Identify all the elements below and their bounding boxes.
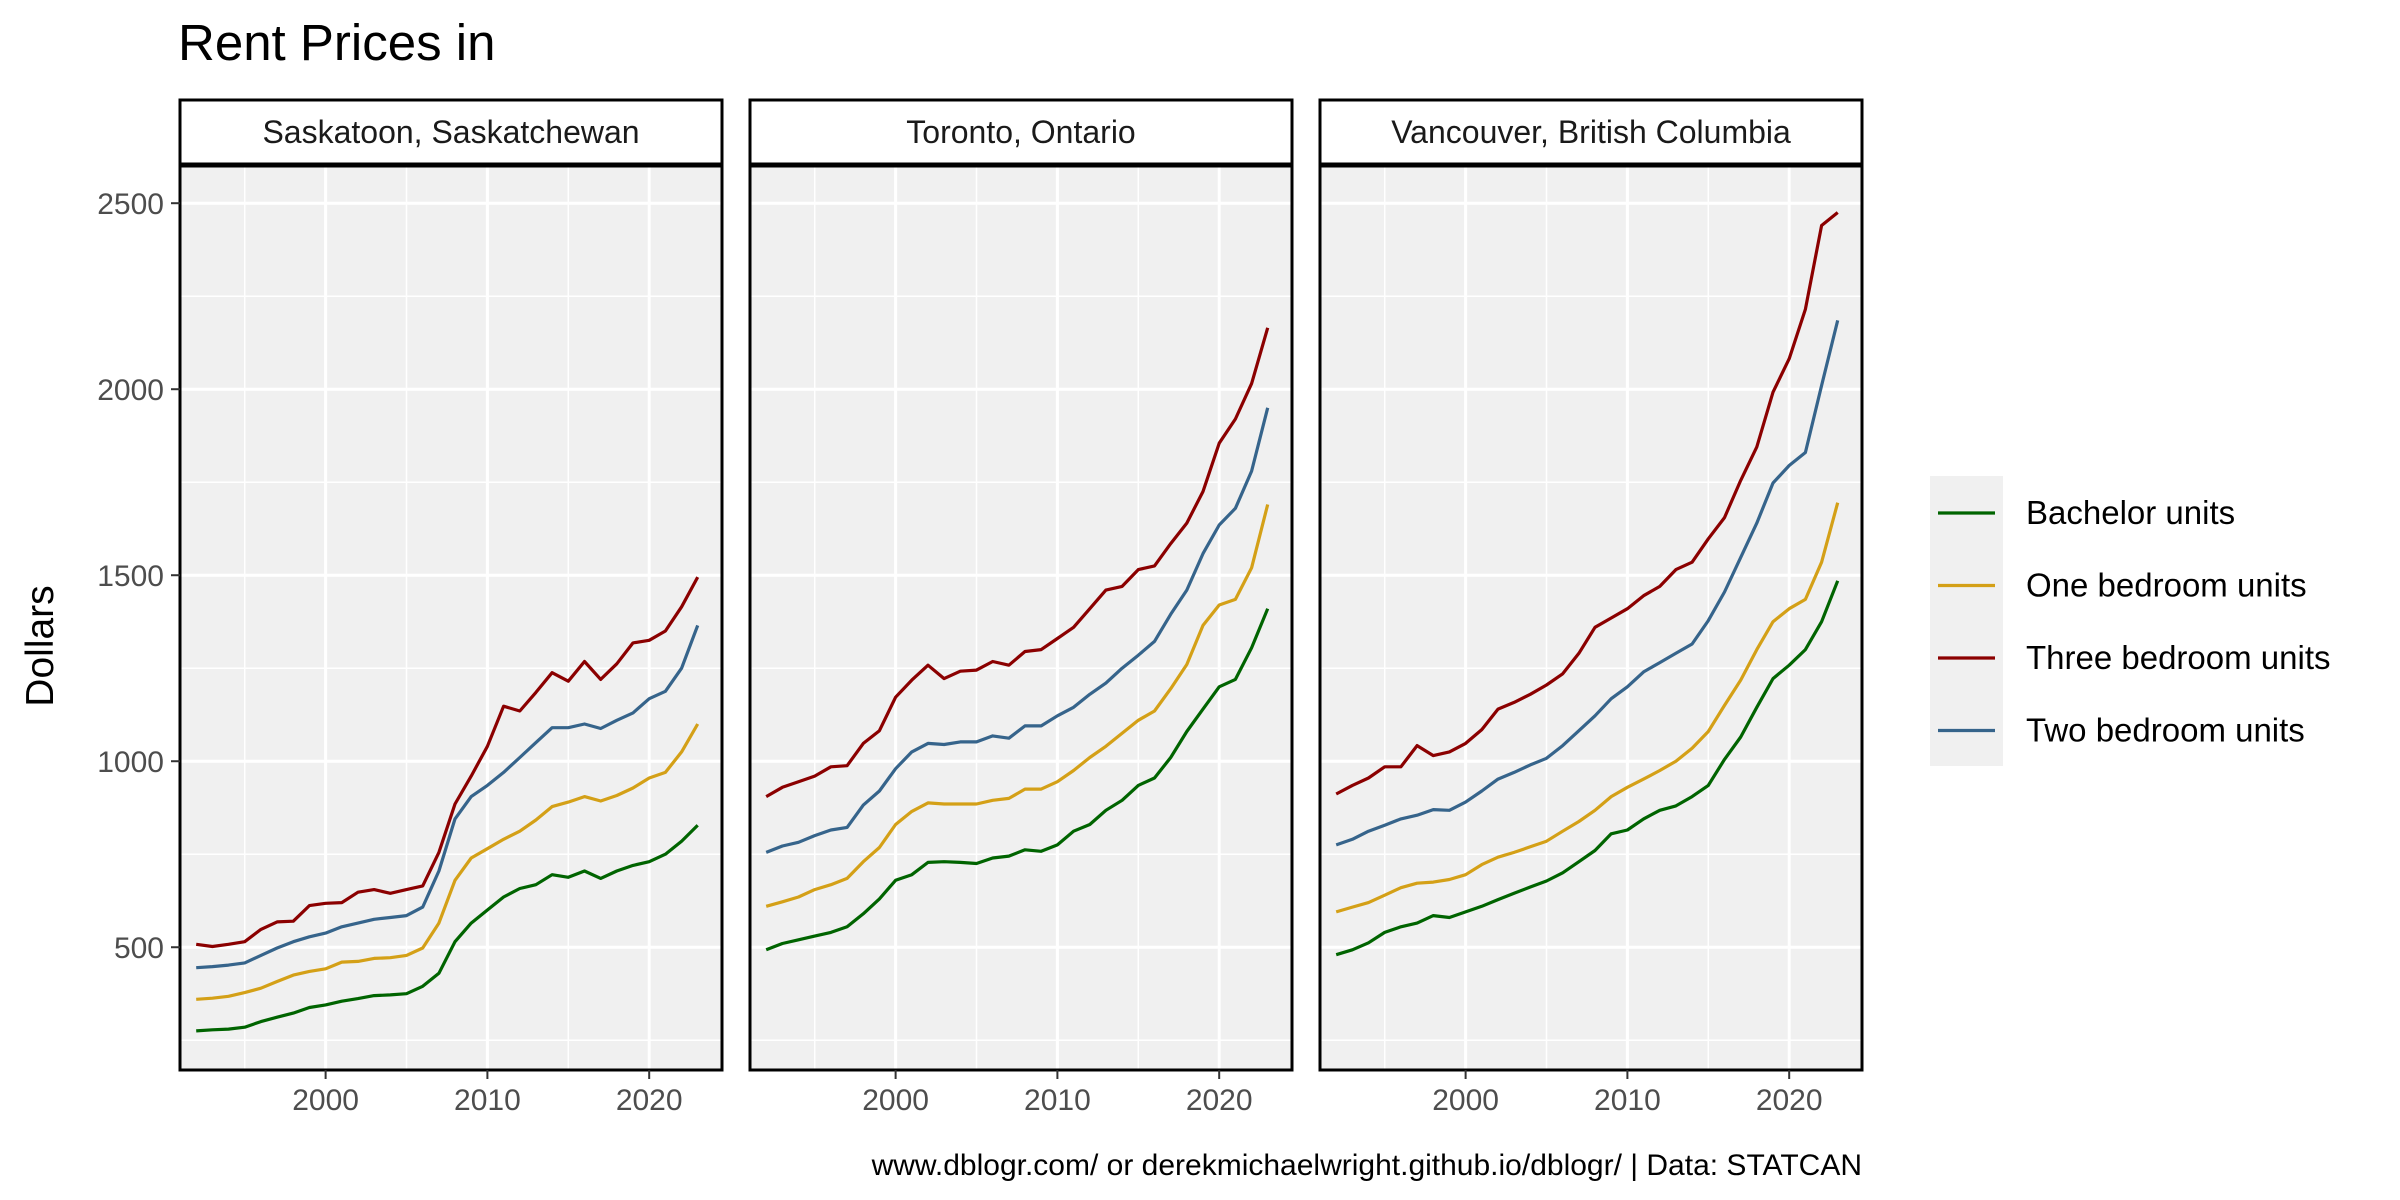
series-line-bachelor-units bbox=[196, 824, 699, 1033]
series-line-one-bedroom-units bbox=[765, 504, 1270, 908]
plot-background bbox=[750, 166, 1292, 1070]
facet-panels: Saskatoon, Saskatchewan 2000 2010 2020 500 10… bbox=[97, 98, 1864, 1117]
x-tick-label: 2020 bbox=[1186, 1084, 1253, 1117]
series-line-two-bedroom-units bbox=[765, 407, 1270, 854]
y-tick-label: 500 bbox=[114, 932, 164, 965]
y-tick-label: 1500 bbox=[97, 560, 164, 593]
y-tick-label: 2500 bbox=[97, 188, 164, 221]
chart-title: Rent Prices in bbox=[178, 14, 495, 71]
series-line-one-bedroom-units bbox=[196, 723, 700, 1001]
caption: www.dblogr.com/ or derekmichaelwright.gi… bbox=[871, 1149, 1862, 1182]
panel-border bbox=[748, 164, 1294, 1072]
facet-strip bbox=[748, 98, 1294, 166]
legend-key-background bbox=[1930, 476, 2003, 766]
series-line-three-bedroom-units bbox=[1335, 211, 1839, 796]
series-line-two-bedroom-units bbox=[1335, 320, 1840, 847]
facet-strip bbox=[178, 98, 724, 166]
legend-label-one-bedroom-units: One bedroom units bbox=[2026, 567, 2307, 604]
x-tick-label: 2010 bbox=[1024, 1084, 1091, 1117]
panel-saskatoon-saskatchewan: Saskatoon, Saskatchewan 2000 2010 2020 500 10… bbox=[97, 98, 724, 1117]
legend: Bachelor units One bedroom units Three bed… bbox=[1930, 476, 2331, 766]
x-tick-label: 2000 bbox=[862, 1084, 929, 1117]
legend-label-bachelor-units: Bachelor units bbox=[2026, 494, 2235, 531]
panel-border bbox=[1318, 164, 1864, 1072]
panel-border bbox=[178, 164, 724, 1072]
plot-background bbox=[180, 166, 722, 1070]
x-tick-label: 2020 bbox=[1756, 1084, 1823, 1117]
series-line-bachelor-units bbox=[1335, 580, 1840, 957]
facet-strip-label: Toronto, Ontario bbox=[906, 114, 1135, 150]
x-tick-label: 2010 bbox=[1594, 1084, 1661, 1117]
facet-strip-label: Saskatoon, Saskatchewan bbox=[262, 114, 639, 150]
series-line-bachelor-units bbox=[765, 608, 1270, 952]
series-line-one-bedroom-units bbox=[1335, 502, 1840, 914]
x-tick-label: 2020 bbox=[616, 1084, 683, 1117]
series-line-three-bedroom-units bbox=[765, 327, 1270, 798]
y-tick-label: 1000 bbox=[97, 746, 164, 779]
plot-background bbox=[1320, 166, 1862, 1070]
y-axis-label: Dollars bbox=[19, 585, 62, 706]
legend-label-three-bedroom-units: Three bedroom units bbox=[2026, 639, 2331, 676]
facet-strip bbox=[1318, 98, 1864, 166]
x-tick-label: 2000 bbox=[1432, 1084, 1499, 1117]
panel-vancouver-british-columbia: Vancouver, British Columbia 2000 2010 2020 bbox=[1318, 98, 1864, 1117]
series-line-two-bedroom-units bbox=[196, 624, 700, 970]
x-tick-label: 2010 bbox=[454, 1084, 521, 1117]
legend-label-two-bedroom-units: Two bedroom units bbox=[2026, 712, 2305, 749]
x-tick-label: 2000 bbox=[292, 1084, 359, 1117]
y-tick-label: 2000 bbox=[97, 374, 164, 407]
series-line-three-bedroom-units bbox=[195, 576, 700, 949]
facet-strip-label: Vancouver, British Columbia bbox=[1391, 114, 1791, 150]
panel-toronto-ontario: Toronto, Ontario 2000 2010 2020 bbox=[748, 98, 1294, 1117]
